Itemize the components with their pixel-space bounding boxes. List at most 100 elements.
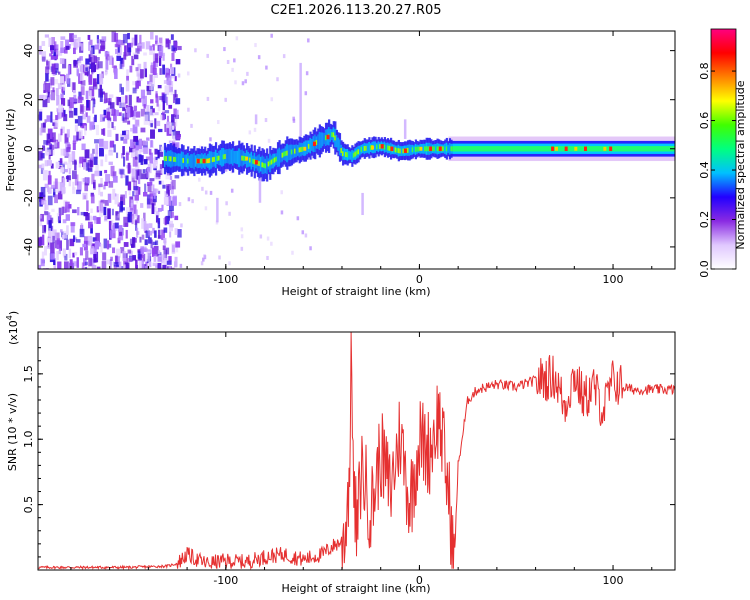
- spectrogram-cell: [114, 255, 118, 265]
- spectrogram-cell: [43, 140, 49, 145]
- spectrogram-cell: [355, 150, 359, 156]
- spectrogram-cell: [159, 144, 163, 152]
- spectrogram-cell: [165, 156, 168, 162]
- spectrogram-cell: [56, 238, 61, 249]
- snr-axes: -100 0 100 0.5 1.0 1.5: [22, 332, 675, 587]
- spectrogram-cell: [346, 152, 349, 158]
- spectrogram-cell: [149, 152, 153, 164]
- spectrogram-cell: [157, 104, 161, 112]
- spectrogram-cell: [174, 175, 180, 179]
- spectrogram-cell: [95, 152, 98, 159]
- spectrogram-cell: [134, 34, 138, 46]
- spectrogram-cell: [40, 258, 45, 267]
- spectrogram-cell: [441, 146, 444, 152]
- spectrogram-cell: [445, 146, 448, 152]
- spectrogram-cell: [137, 175, 141, 185]
- spectrogram-axes: -100 0 100 -40 -20 0 20 40: [22, 31, 675, 286]
- spectrogram-cell: [90, 55, 95, 65]
- spectrogram-cell: [155, 264, 159, 268]
- spectrogram-cell: [400, 146, 404, 157]
- spectrogram-cell: [140, 246, 144, 255]
- spectrogram-cell: [124, 262, 130, 269]
- spectrogram-cell: [266, 255, 269, 260]
- spectrogram-peak: [438, 146, 442, 151]
- spectrogram-cell: [134, 119, 140, 127]
- spectrogram-cell: [166, 195, 172, 206]
- spectrogram-cell: [110, 220, 114, 226]
- spectrogram-cell: [247, 152, 250, 167]
- x-tick-label: 100: [603, 273, 624, 286]
- spectrogram-cell: [186, 71, 190, 76]
- spectrogram-cell: [241, 155, 244, 161]
- spectrogram-cell: [86, 115, 91, 123]
- spectrogram-cell: [298, 147, 301, 153]
- spectrogram-cell: [72, 34, 77, 39]
- spectrogram-cell: [286, 150, 289, 156]
- spectrogram-cell: [168, 156, 171, 162]
- spectrogram-cell: [127, 181, 132, 191]
- spectrogram-cell: [177, 229, 182, 238]
- spectrogram-cell: [68, 180, 72, 187]
- spectrogram-cell: [254, 43, 257, 48]
- spectrogram-cell: [135, 169, 140, 180]
- spectrogram-cell: [72, 98, 78, 103]
- spectrogram-peak: [326, 134, 330, 140]
- spectrogram-cell: [153, 195, 157, 203]
- spectrogram-cell: [114, 33, 119, 42]
- spectrogram-cell: [72, 90, 76, 94]
- spectrogram-cell: [126, 69, 129, 79]
- spectrogram-cell: [42, 234, 45, 246]
- spectrogram-cell: [68, 248, 72, 259]
- spectrogram-cell: [146, 251, 151, 262]
- spectrogram-cell: [70, 222, 76, 227]
- spectrogram-cell: [90, 47, 93, 58]
- spectrogram-cell: [202, 257, 205, 262]
- spectrogram-cell: [349, 151, 352, 160]
- spectrogram-cell: [46, 237, 51, 243]
- spectrogram-cell: [90, 224, 93, 234]
- spectrogram-cell: [148, 261, 152, 268]
- spectrogram-cell: [129, 139, 134, 149]
- spectrogram-cell: [120, 196, 123, 206]
- spectrogram-cell: [146, 85, 152, 95]
- spectrogram-cell: [112, 222, 116, 234]
- spectrogram-cell: [100, 159, 104, 167]
- spectrogram-cell: [116, 248, 121, 258]
- spectrogram-cell: [119, 58, 123, 69]
- spectrogram-cell: [146, 104, 150, 113]
- spectrogram-cell: [175, 142, 180, 152]
- spectrogram-cell: [61, 231, 64, 238]
- spectrogram-cell: [165, 247, 170, 255]
- spectrogram-cell: [165, 67, 169, 73]
- spectrogram-cell: [89, 88, 95, 97]
- spectrogram-cell: [85, 112, 88, 118]
- spectrogram-cell: [107, 106, 112, 111]
- spectrogram-spur: [361, 192, 364, 216]
- spectrogram-cell: [129, 205, 133, 213]
- spectrogram-cell: [74, 251, 78, 256]
- spectrogram-cell: [383, 144, 386, 150]
- spectrogram-cell: [244, 79, 247, 84]
- spectrogram-cell: [301, 230, 305, 235]
- spectrogram-cell: [58, 104, 63, 113]
- spectrogram-cell: [292, 116, 295, 121]
- spectrogram-cell: [44, 119, 47, 124]
- spectrogram-cell: [304, 91, 308, 96]
- spectrogram-cell: [84, 183, 89, 192]
- spectrogram-cell: [137, 146, 141, 155]
- spectrogram-cell: [121, 96, 125, 108]
- spectrogram-cell: [436, 146, 439, 152]
- y-tick-label: 40: [22, 44, 35, 58]
- spectrogram-cell: [65, 201, 70, 213]
- spectrogram-cell: [221, 148, 224, 167]
- spectrogram-cell: [115, 96, 120, 106]
- spectrogram-cell: [190, 123, 193, 128]
- spectrogram-cell: [69, 110, 74, 118]
- spectrogram-cell: [388, 145, 391, 151]
- spectrogram-cell: [185, 171, 188, 176]
- spectrogram-cell: [91, 264, 97, 269]
- spectrogram-cell: [134, 195, 139, 201]
- spectrogram-cell: [129, 250, 134, 257]
- spectrogram-cell: [46, 215, 52, 225]
